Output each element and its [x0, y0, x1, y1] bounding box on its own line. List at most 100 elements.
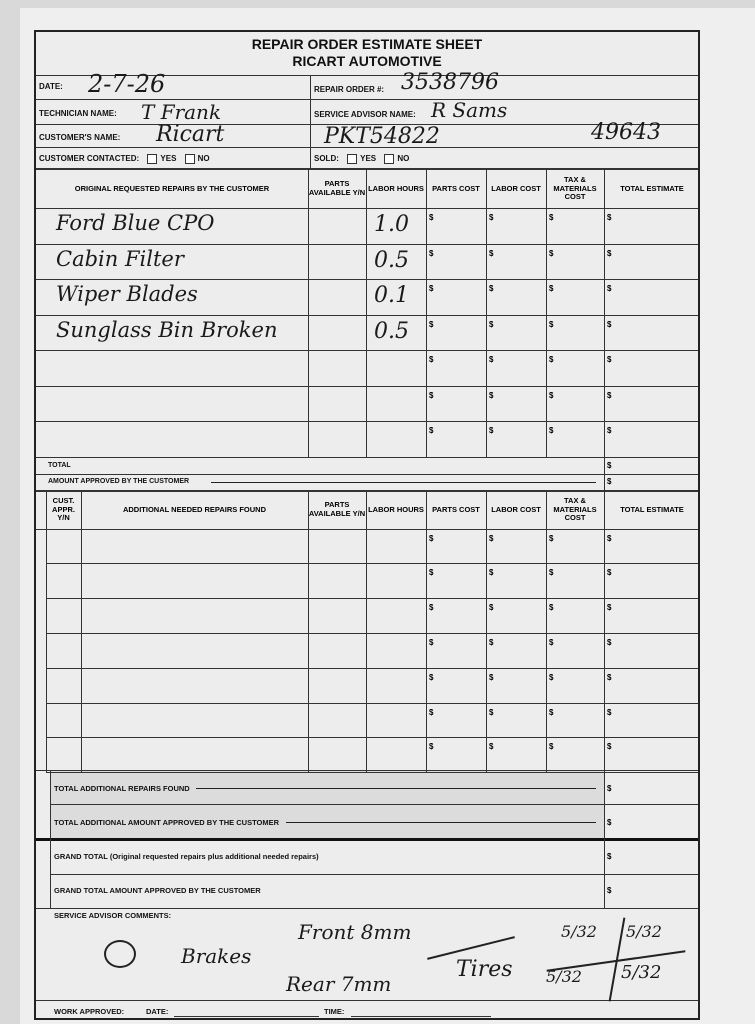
- dollar-sign: $: [607, 213, 612, 222]
- customer-extra-code: PKT54822: [324, 124, 440, 149]
- dollar-sign: $: [607, 568, 612, 578]
- column-header-labor-hours: LABOR HOURS: [368, 183, 424, 193]
- dollar-sign: $: [549, 568, 554, 578]
- dollar-sign: $: [429, 707, 434, 717]
- dollar-sign: $: [607, 319, 612, 329]
- dollar-sign: $: [607, 886, 612, 895]
- repair-description[interactable]: Wiper Blades: [56, 282, 198, 306]
- dollar-sign: $: [489, 603, 494, 613]
- dollar-sign: $: [607, 784, 612, 793]
- dollar-sign: $: [549, 742, 554, 752]
- labor-hours-value[interactable]: 1.0: [374, 212, 409, 237]
- date-label: DATE:: [39, 82, 63, 91]
- work-date-field[interactable]: [174, 1016, 319, 1017]
- comment-rear: Rear 7mm: [286, 972, 392, 996]
- dollar-sign: $: [549, 637, 554, 647]
- column-header-additional: ADDITIONAL NEEDED REPAIRS FOUND: [122, 504, 267, 514]
- company-name: RICART AUTOMOTIVE: [292, 53, 442, 69]
- work-time-label: TIME:: [324, 1007, 345, 1016]
- work-date-label: DATE:: [146, 1007, 169, 1016]
- contacted-no-checkbox[interactable]: [184, 154, 195, 164]
- contacted-yes-checkbox[interactable]: [147, 154, 158, 164]
- column-header-tax: TAX & MATERIALS COST: [553, 175, 597, 202]
- dollar-sign: $: [607, 707, 612, 717]
- customer-value[interactable]: Ricart: [156, 122, 225, 147]
- column-header-parts-available: PARTS AVAILABLE Y/N: [308, 500, 366, 518]
- total-label: TOTAL: [48, 461, 71, 469]
- comments-label: SERVICE ADVISOR COMMENTS:: [54, 911, 172, 920]
- amount-approved-label: AMOUNT APPROVED BY THE CUSTOMER: [48, 477, 190, 485]
- dollar-sign: $: [549, 319, 554, 329]
- column-header-original: ORIGINAL REQUESTED REPAIRS BY THE CUSTOM…: [74, 183, 270, 193]
- labor-hours-value[interactable]: 0.5: [374, 318, 409, 344]
- column-header-parts-available: PARTS AVAILABLE Y/N: [308, 179, 366, 197]
- date-value[interactable]: 2-7-26: [88, 70, 166, 98]
- dollar-sign: $: [549, 213, 554, 222]
- dollar-sign: $: [607, 672, 612, 682]
- comment-tires: Tires: [456, 957, 513, 982]
- dollar-sign: $: [549, 533, 554, 543]
- column-header-tax: TAX & MATERIALS COST: [553, 496, 597, 523]
- service-advisor-label: SERVICE ADVISOR NAME:: [314, 110, 416, 119]
- comment-brakes: Brakes: [181, 944, 252, 968]
- total-additional-label: TOTAL ADDITIONAL REPAIRS FOUND: [54, 784, 190, 793]
- dollar-sign: $: [429, 319, 434, 329]
- column-header-total: TOTAL ESTIMATE: [620, 183, 684, 193]
- dollar-sign: $: [549, 390, 554, 400]
- dollar-sign: $: [489, 248, 494, 258]
- dollar-sign: $: [607, 476, 612, 486]
- no-label: NO: [197, 154, 210, 164]
- dollar-sign: $: [549, 603, 554, 613]
- tread-front-right: 5/32: [626, 922, 662, 941]
- customer-label: CUSTOMER'S NAME:: [39, 133, 121, 142]
- dollar-sign: $: [489, 568, 494, 578]
- technician-value[interactable]: T Frank: [141, 100, 222, 124]
- column-header-labor-hours: LABOR HOURS: [368, 504, 424, 514]
- dollar-sign: $: [549, 284, 554, 293]
- dollar-sign: $: [429, 213, 434, 222]
- work-approved-label: WORK APPROVED:: [54, 1007, 125, 1016]
- scribble-mark: [104, 940, 136, 968]
- repair-description[interactable]: Sunglass Bin Broken: [56, 317, 278, 342]
- repair-order-label: REPAIR ORDER #:: [314, 85, 385, 94]
- dollar-sign: $: [429, 390, 434, 400]
- dollar-sign: $: [489, 355, 494, 364]
- form-title: REPAIR ORDER ESTIMATE SHEET: [251, 36, 483, 52]
- grand-total-approved-label: GRAND TOTAL AMOUNT APPROVED BY THE CUSTO…: [54, 886, 261, 895]
- dollar-sign: $: [429, 637, 434, 647]
- dollar-sign: $: [429, 284, 434, 293]
- dollar-sign: $: [607, 533, 612, 543]
- customer-contacted: CUSTOMER CONTACTED: YES NO: [39, 154, 210, 164]
- dollar-sign: $: [607, 248, 612, 258]
- dollar-sign: $: [429, 355, 434, 364]
- column-header-labor-cost: LABOR COST: [491, 504, 541, 514]
- dollar-sign: $: [489, 672, 494, 682]
- dollar-sign: $: [607, 355, 612, 364]
- labor-hours-value[interactable]: 0.5: [374, 247, 409, 273]
- labor-hours-value[interactable]: 0.1: [374, 283, 409, 308]
- arrow-line: [211, 481, 596, 483]
- column-header-parts-cost: PARTS COST: [432, 183, 480, 193]
- repair-description[interactable]: Cabin Filter: [56, 246, 184, 271]
- sold-label: SOLD:: [314, 154, 339, 164]
- repair-order-value[interactable]: 3538796: [401, 70, 499, 95]
- dollar-sign: $: [429, 568, 434, 578]
- dollar-sign: $: [607, 637, 612, 647]
- sold-yes-checkbox[interactable]: [347, 154, 358, 164]
- no-label: NO: [397, 154, 410, 164]
- dollar-sign: $: [489, 742, 494, 752]
- arrow-line: [196, 788, 596, 789]
- tread-rear-left: 5/32: [546, 967, 582, 986]
- yes-label: YES: [160, 154, 177, 164]
- dollar-sign: $: [429, 248, 434, 258]
- column-header-labor-cost: LABOR COST: [491, 183, 541, 193]
- dollar-sign: $: [607, 742, 612, 752]
- repair-description[interactable]: Ford Blue CPO: [56, 211, 215, 235]
- dollar-sign: $: [489, 426, 494, 435]
- sold-no-checkbox[interactable]: [384, 154, 395, 164]
- dollar-sign: $: [607, 852, 612, 861]
- dollar-sign: $: [429, 742, 434, 752]
- service-advisor-value[interactable]: R Sams: [431, 98, 508, 122]
- work-time-field[interactable]: [351, 1016, 491, 1017]
- dollar-sign: $: [607, 603, 612, 613]
